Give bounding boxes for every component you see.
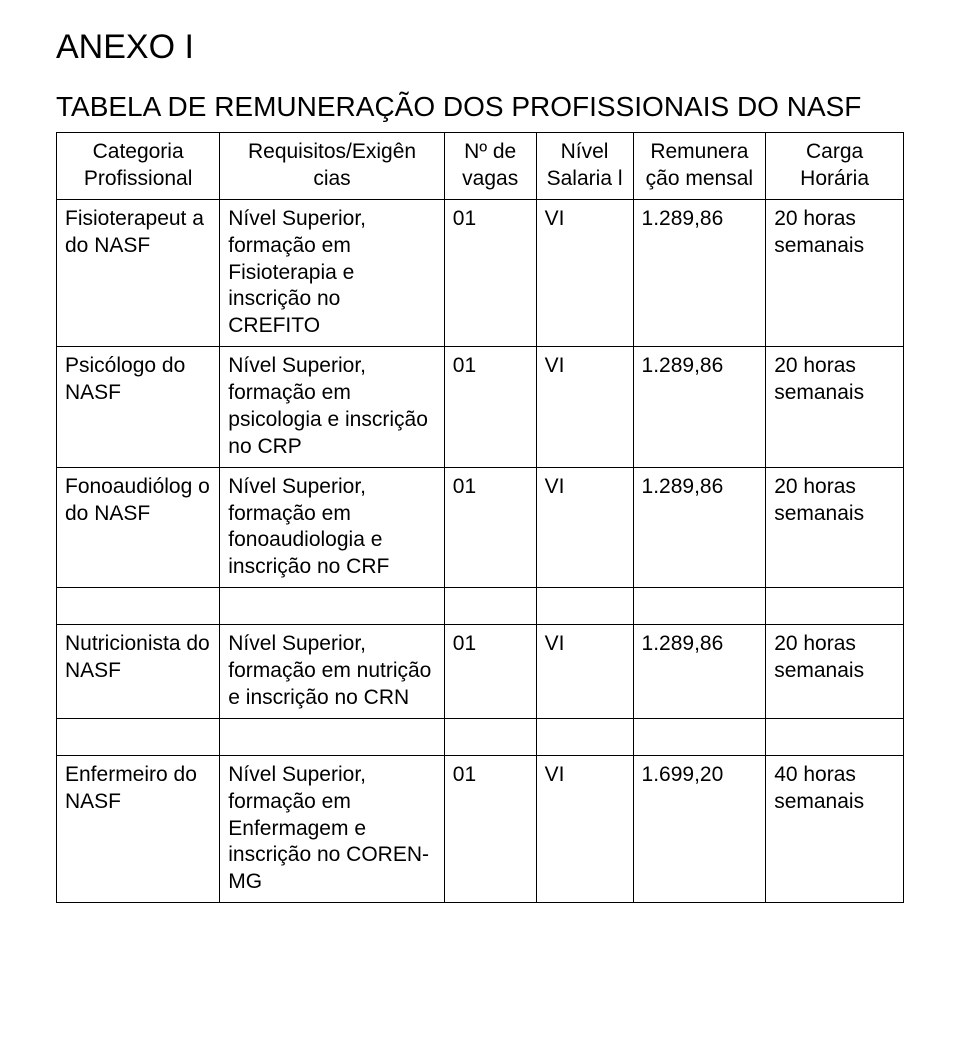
cell-vagas: 01: [444, 347, 536, 468]
cell-carga: 20 horas semanais: [766, 199, 904, 346]
cell-nivel: VI: [536, 199, 633, 346]
blank-cell: [633, 588, 766, 625]
cell-remuneracao: 1.289,86: [633, 199, 766, 346]
cell-categoria: Nutricionista do NASF: [57, 625, 220, 719]
cell-requisitos: Nível Superior, formação em Enfermagem e…: [220, 755, 445, 902]
page-container: ANEXO I TABELA DE REMUNERAÇÃO DOS PROFIS…: [0, 0, 960, 943]
blank-cell: [220, 588, 445, 625]
blank-cell: [220, 718, 445, 755]
cell-requisitos: Nível Superior, formação em fonoaudiolog…: [220, 467, 445, 588]
cell-remuneracao: 1.699,20: [633, 755, 766, 902]
cell-requisitos: Nível Superior, formação em Fisioterapia…: [220, 199, 445, 346]
col-header-vagas: Nº de vagas: [444, 133, 536, 200]
remuneration-table: Categoria Profissional Requisitos/Exigên…: [56, 132, 904, 903]
cell-nivel: VI: [536, 625, 633, 719]
page-subtitle: TABELA DE REMUNERAÇÃO DOS PROFISSIONAIS …: [56, 89, 904, 124]
col-header-nivel: Nível Salaria l: [536, 133, 633, 200]
table-row: Fonoaudiólog o do NASF Nível Superior, f…: [57, 467, 904, 588]
cell-categoria: Psicólogo do NASF: [57, 347, 220, 468]
cell-vagas: 01: [444, 625, 536, 719]
cell-nivel: VI: [536, 755, 633, 902]
cell-vagas: 01: [444, 199, 536, 346]
cell-carga: 40 horas semanais: [766, 755, 904, 902]
table-row: Enfermeiro do NASF Nível Superior, forma…: [57, 755, 904, 902]
blank-cell: [633, 718, 766, 755]
cell-nivel: VI: [536, 347, 633, 468]
col-header-categoria: Categoria Profissional: [57, 133, 220, 200]
blank-cell: [536, 718, 633, 755]
cell-nivel: VI: [536, 467, 633, 588]
table-row: Psicólogo do NASF Nível Superior, formaç…: [57, 347, 904, 468]
table-blank-row: [57, 588, 904, 625]
cell-carga: 20 horas semanais: [766, 347, 904, 468]
blank-cell: [766, 718, 904, 755]
table-row: Fisioterapeut a do NASF Nível Superior, …: [57, 199, 904, 346]
cell-remuneracao: 1.289,86: [633, 467, 766, 588]
table-row: Nutricionista do NASF Nível Superior, fo…: [57, 625, 904, 719]
cell-requisitos: Nível Superior, formação em nutrição e i…: [220, 625, 445, 719]
blank-cell: [444, 588, 536, 625]
page-title: ANEXO I: [56, 28, 904, 67]
col-header-carga: Carga Horária: [766, 133, 904, 200]
cell-categoria: Fonoaudiólog o do NASF: [57, 467, 220, 588]
blank-cell: [57, 588, 220, 625]
cell-vagas: 01: [444, 755, 536, 902]
table-blank-row: [57, 718, 904, 755]
table-header-row: Categoria Profissional Requisitos/Exigên…: [57, 133, 904, 200]
blank-cell: [57, 718, 220, 755]
blank-cell: [444, 718, 536, 755]
cell-categoria: Enfermeiro do NASF: [57, 755, 220, 902]
cell-categoria: Fisioterapeut a do NASF: [57, 199, 220, 346]
cell-remuneracao: 1.289,86: [633, 625, 766, 719]
col-header-requisitos: Requisitos/Exigên cias: [220, 133, 445, 200]
cell-remuneracao: 1.289,86: [633, 347, 766, 468]
col-header-remuneracao: Remunera ção mensal: [633, 133, 766, 200]
blank-cell: [536, 588, 633, 625]
cell-carga: 20 horas semanais: [766, 625, 904, 719]
blank-cell: [766, 588, 904, 625]
cell-requisitos: Nível Superior, formação em psicologia e…: [220, 347, 445, 468]
cell-vagas: 01: [444, 467, 536, 588]
cell-carga: 20 horas semanais: [766, 467, 904, 588]
